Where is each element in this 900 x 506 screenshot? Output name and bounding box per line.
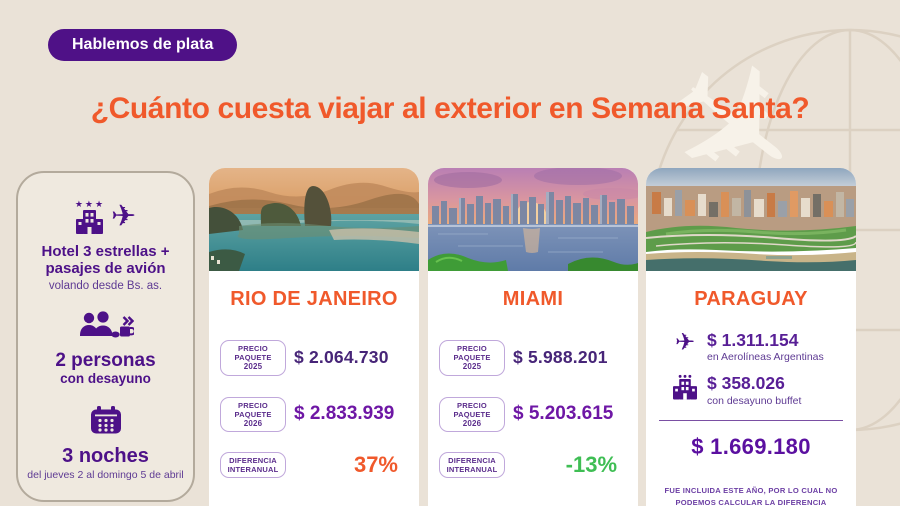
rio-price-2025: $ 2.064.730 (294, 347, 389, 368)
three-stars-icon: ★★★ (74, 199, 106, 209)
nights-note: del jueves 2 al domingo 5 de abril (27, 469, 184, 482)
airplane-icon: ✈ (674, 329, 696, 356)
diff-pill: DIFERENCIA INTERANUAL (439, 452, 505, 479)
miami-price-2025-row: PRECIO PAQUETE 2025 $ 5.988.201 (428, 340, 638, 376)
rio-diff-value: 37% (353, 452, 398, 478)
paraguay-photo (646, 168, 856, 271)
paraguay-hotel-price: $ 358.026 (707, 373, 785, 394)
package-info-card: ★★★ ✈ Hotel 3 estrellas + pasajes de avi… (16, 171, 195, 502)
diff-pill: DIFERENCIA INTERANUAL (220, 452, 286, 479)
pill-line2: INTERANUAL (227, 465, 279, 475)
airplane-icon: ✈ (111, 200, 137, 233)
rio-photo (209, 168, 419, 271)
people-breakfast-icon (78, 310, 136, 345)
nights-line1: 3 noches (62, 445, 149, 468)
miami-price-2026-row: PRECIO PAQUETE 2026 $ 5.203.615 (428, 396, 638, 433)
destination-card-rio: RIO DE JANEIRO PRECIO PAQUETE 2025 $ 2.0… (209, 168, 419, 506)
pill-line2: 2025 (462, 362, 482, 371)
pill-line1: DIFERENCIA (229, 456, 277, 466)
price-2025-pill: PRECIO PAQUETE 2025 (439, 340, 505, 376)
price-2026-pill: PRECIO PAQUETE 2026 (220, 396, 286, 433)
miami-diff-row: DIFERENCIA INTERANUAL -13% (428, 452, 638, 479)
miami-title: MIAMI (502, 288, 564, 310)
paraguay-flight-price: $ 1.311.154 (707, 330, 799, 350)
pill-line2: 2025 (243, 362, 263, 371)
destination-card-miami: MIAMI PRECIO PAQUETE 2025 $ 5.988.201 PR… (428, 168, 638, 506)
rio-title: RIO DE JANEIRO (230, 288, 398, 310)
paraguay-flight-note: en Aerolíneas Argentinas (707, 351, 824, 364)
hotel-icon: ★★★ (75, 200, 105, 234)
paraguay-title: PARAGUAY (694, 288, 808, 310)
paraguay-hotel-row: $ 358.026 con desayuno buffet (672, 373, 856, 407)
miami-price-2026: $ 5.203.615 (513, 403, 614, 425)
paraguay-hotel-note: con desayuno buffet (707, 394, 802, 407)
hotel-line2: pasajes de avión (45, 260, 166, 278)
pill-line1: PRECIO PAQUETE (234, 400, 272, 419)
hotel-flight-icons: ★★★ ✈ (75, 197, 136, 237)
miami-photo (428, 168, 638, 271)
people-line2: con desayuno (60, 371, 151, 387)
paraguay-footnote: FUE INCLUIDA ESTE AÑO, POR LO CUAL NO PO… (664, 485, 838, 506)
pill-line1: PRECIO PAQUETE (234, 344, 272, 362)
miami-diff-value: -13% (565, 452, 617, 478)
topic-badge-label: Hablemos de plata (72, 36, 214, 53)
rio-price-2026-row: PRECIO PAQUETE 2026 $ 2.833.939 (209, 396, 419, 433)
rio-price-2026: $ 2.833.939 (294, 403, 395, 425)
destination-card-paraguay: PARAGUAY ✈ $ 1.311.154 en Aerolíneas Arg… (646, 168, 856, 506)
topic-badge: Hablemos de plata (48, 29, 238, 61)
total-divider (659, 419, 843, 421)
hotel-note: volando desde Bs. as. (48, 279, 163, 292)
people-line1: 2 personas (55, 349, 156, 371)
pill-line1: PRECIO PAQUETE (453, 344, 491, 362)
calendar-icon (90, 406, 121, 439)
price-2025-pill: PRECIO PAQUETE 2025 (220, 340, 286, 376)
miami-price-2025: $ 5.988.201 (513, 347, 608, 368)
rio-diff-row: DIFERENCIA INTERANUAL 37% (209, 452, 419, 479)
price-2026-pill: PRECIO PAQUETE 2026 (439, 396, 505, 433)
pill-line1: PRECIO PAQUETE (453, 400, 491, 419)
paraguay-total-price: $ 1.669.180 (691, 433, 811, 459)
page-title: ¿Cuánto cuesta viajar al exterior en Sem… (90, 92, 810, 125)
hotel-line1: Hotel 3 estrellas + (41, 243, 170, 260)
paraguay-flight-row: ✈ $ 1.311.154 en Aerolíneas Argentinas (672, 329, 856, 364)
pill-line1: DIFERENCIA (448, 456, 496, 466)
rio-price-2025-row: PRECIO PAQUETE 2025 $ 2.064.730 (209, 340, 419, 376)
pill-line2: 2026 (243, 418, 263, 428)
pill-line2: INTERANUAL (446, 465, 498, 475)
hotel-icon (672, 374, 698, 400)
pill-line2: 2026 (462, 418, 482, 428)
